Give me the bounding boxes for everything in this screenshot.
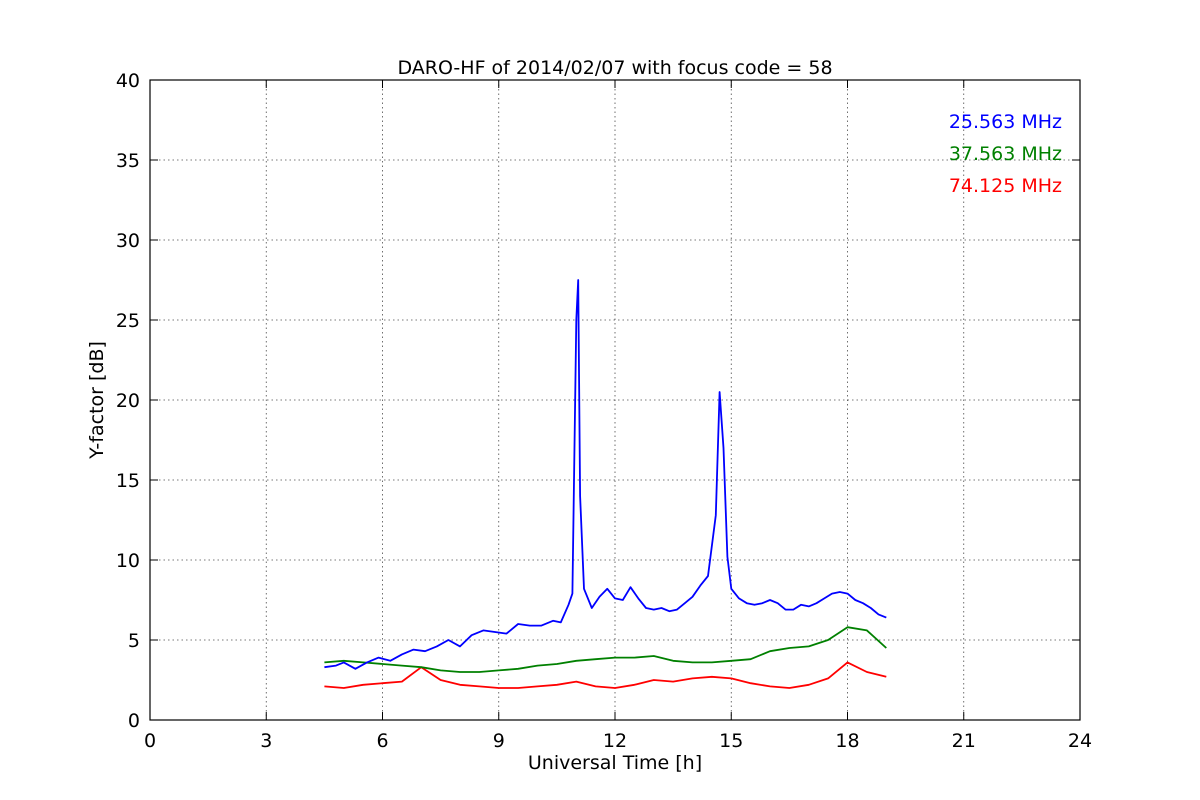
x-axis-label: Universal Time [h] <box>528 752 702 774</box>
x-tick-label: 21 <box>952 730 976 752</box>
y-tick-label: 10 <box>116 550 140 572</box>
chart-title: DARO-HF of 2014/02/07 with focus code = … <box>397 57 832 79</box>
y-tick-label: 40 <box>116 70 140 92</box>
x-tick-label: 0 <box>144 730 156 752</box>
y-tick-label: 20 <box>116 390 140 412</box>
y-tick-label: 35 <box>116 150 140 172</box>
series-line-1 <box>324 279 887 670</box>
x-tick-label: 18 <box>835 730 859 752</box>
series-line-2 <box>324 626 887 673</box>
x-tick-label: 6 <box>376 730 388 752</box>
legend: 25.563 MHz 37.563 MHz 74.125 MHz <box>949 111 1062 197</box>
x-tick-label: 24 <box>1068 730 1092 752</box>
x-tick-label: 9 <box>493 730 505 752</box>
series-layer <box>324 279 887 689</box>
grid <box>150 80 1080 720</box>
y-tick-label: 25 <box>116 310 140 332</box>
legend-entry-series-3: 74.125 MHz <box>949 175 1062 197</box>
y-tick-label: 5 <box>128 630 140 652</box>
ticks: 0 3 6 9 12 15 18 21 24 0 5 10 15 20 25 30 35 40 <box>116 70 1092 752</box>
legend-entry-series-1: 25.563 MHz <box>949 111 1062 133</box>
y-axis-label: Y-factor [dB] <box>86 341 108 460</box>
y-tick-label: 0 <box>128 710 140 732</box>
x-tick-label: 15 <box>719 730 743 752</box>
x-tick-label: 3 <box>260 730 272 752</box>
x-tick-label: 12 <box>603 730 627 752</box>
y-tick-label: 15 <box>116 470 140 492</box>
y-tick-label: 30 <box>116 230 140 252</box>
series-line-3 <box>324 661 887 689</box>
legend-entry-series-2: 37.563 MHz <box>949 143 1062 165</box>
